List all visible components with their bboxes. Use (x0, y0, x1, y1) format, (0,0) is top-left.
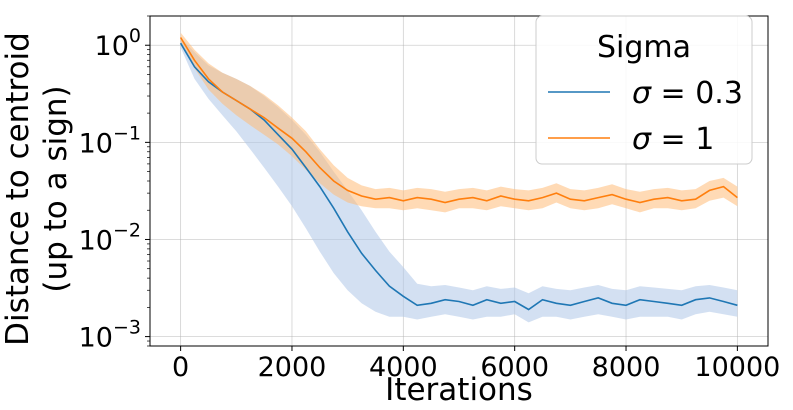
x-tick-label: 8000 (592, 352, 661, 383)
legend-label-sigma-0.3: σ = 0.3 (632, 76, 743, 111)
series-lines (179, 37, 738, 311)
x-axis-ticks: 0 2000 4000 6000 8000 10000 (172, 346, 780, 383)
x-tick-label: 4000 (369, 352, 438, 383)
legend-box (535, 15, 753, 165)
x-tick-label: 0 (172, 352, 189, 383)
x-axis-label: Iterations (385, 372, 533, 408)
line-series-0 (179, 42, 738, 311)
line-series-1 (179, 37, 738, 204)
x-tick-label: 6000 (480, 352, 549, 383)
legend: Sigma σ = 0.3 σ = 1 (535, 15, 753, 165)
y-axis-ticks: 100 10−1 10−2 10−3 (79, 15, 150, 354)
y-tick-label: 10−1 (79, 122, 141, 159)
legend-title: Sigma (597, 30, 691, 65)
band-series-0 (180, 37, 738, 323)
y-axis-label-line2: (up to a sign) (38, 85, 74, 292)
legend-label-sigma-1: σ = 1 (632, 122, 714, 157)
x-tick-label: 2000 (258, 352, 327, 383)
y-tick-label: 10−2 (79, 219, 141, 256)
x-tick-label: 10000 (694, 352, 780, 383)
y-tick-label: 10−3 (79, 317, 141, 354)
y-tick-label: 100 (95, 25, 141, 62)
y-axis-label-line1: Distance to centroid (0, 32, 36, 346)
